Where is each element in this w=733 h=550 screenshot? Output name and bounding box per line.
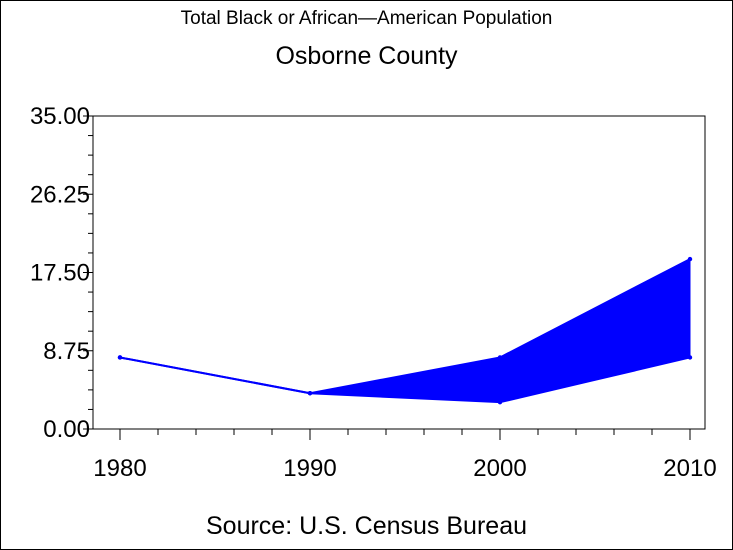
data-point — [687, 256, 693, 262]
data-point — [117, 355, 123, 360]
y-tick-label: 0.00 — [43, 416, 90, 443]
series-area-band — [119, 258, 691, 403]
series-line-2 — [119, 356, 691, 404]
data-point — [307, 391, 313, 396]
data-point — [497, 355, 503, 360]
data-point — [497, 399, 503, 405]
chart-title: Total Black or African—American Populati… — [180, 8, 553, 29]
x-tick-label: 2010 — [663, 455, 716, 482]
y-tick-label: 17.50 — [30, 260, 90, 287]
x-tick-label: 2000 — [473, 455, 526, 482]
x-tick-label: 1980 — [93, 455, 146, 482]
y-tick-label: 35.00 — [30, 103, 90, 130]
y-tick-label: 8.75 — [43, 338, 90, 365]
chart-subtitle: Osborne County — [275, 42, 458, 70]
x-tick-label: 1990 — [283, 455, 336, 482]
chart-source: Source: U.S. Census Bureau — [206, 512, 527, 540]
y-tick-label: 26.25 — [30, 181, 90, 208]
data-point — [687, 355, 693, 360]
